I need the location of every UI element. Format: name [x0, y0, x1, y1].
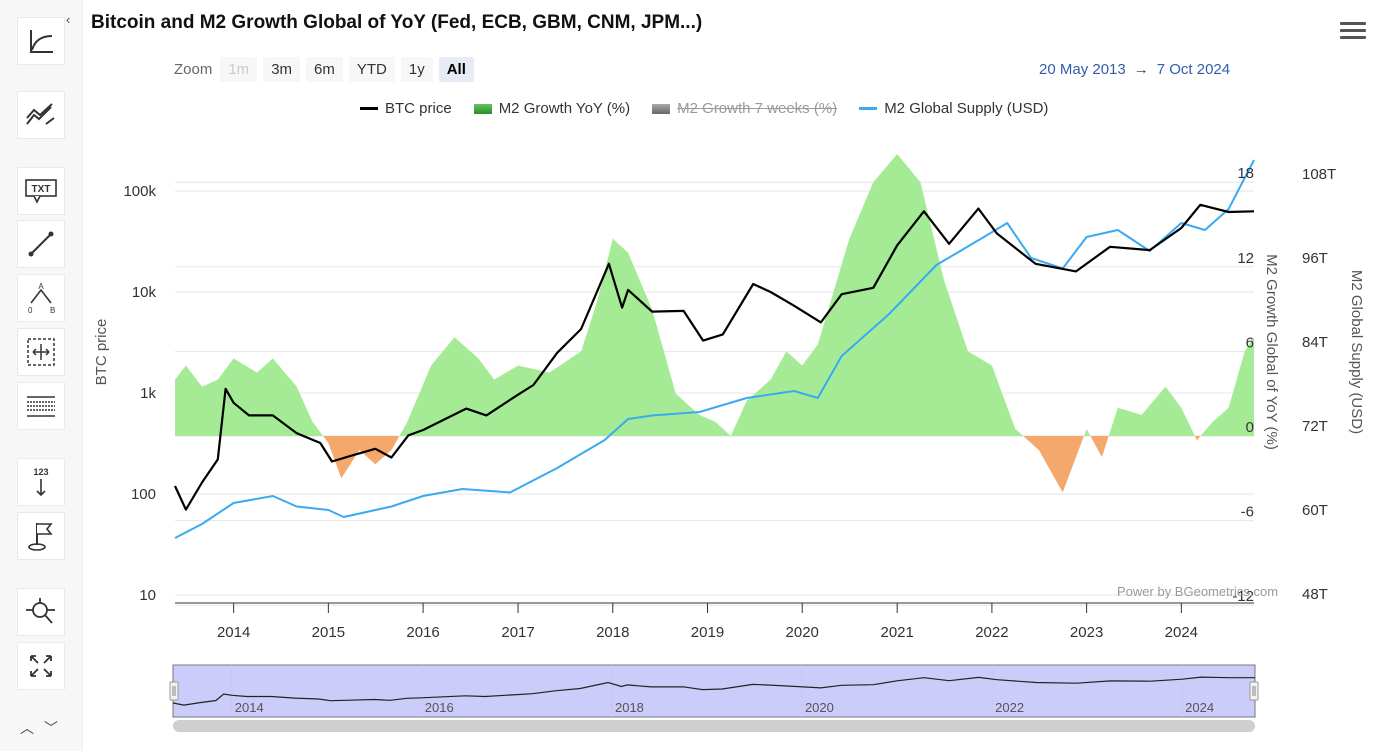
legend-label: BTC price: [385, 100, 452, 117]
m2-growth-area-positive: [175, 154, 1254, 436]
x-tick-label: 2015: [312, 624, 345, 641]
svg-text:TXT: TXT: [32, 184, 51, 195]
zoom-3m-button[interactable]: 3m: [263, 57, 301, 82]
legend-label: M2 Growth YoY (%): [498, 100, 631, 117]
collapse-sidebar-icon[interactable]: ‹: [66, 12, 71, 27]
zoom-label: Zoom: [174, 61, 213, 78]
x-tick-label: 2020: [786, 624, 819, 641]
navigator-right-handle[interactable]: [1249, 681, 1259, 701]
chart-type-icon[interactable]: [17, 17, 65, 65]
m2-supply-axis-tick-label: 48T: [1302, 586, 1328, 603]
navigator-tick-label: 2024: [1185, 700, 1214, 715]
btc-axis-tick-label: 1k: [140, 385, 156, 402]
x-tick-label: 2017: [501, 624, 534, 641]
legend-line-symbol: [859, 107, 878, 110]
range-from-input[interactable]: 20 May 2013: [1039, 61, 1126, 78]
scroll-tools-arrows[interactable]: ︿﹀: [20, 720, 68, 736]
zoom-tool-icon[interactable]: [17, 588, 65, 636]
navigator-tick-label: 2018: [615, 700, 644, 715]
zoom-ytd-button[interactable]: YTD: [348, 57, 395, 82]
svg-text:0: 0: [28, 306, 33, 315]
legend-label: M2 Growth 7 weeks (%): [677, 100, 838, 117]
navigator-scrollbar[interactable]: [173, 720, 1255, 732]
m2-growth-area-negative: [175, 436, 1254, 493]
navigator-tick-label: 2020: [805, 700, 834, 715]
m2-supply-axis-tick-label: 84T: [1302, 334, 1328, 351]
m2-growth-axis-tick-label: 12: [1237, 250, 1254, 267]
x-tick-label: 2014: [217, 624, 250, 641]
navigator-tick-label: 2014: [235, 700, 264, 715]
m2-supply-axis-tick-label: 60T: [1302, 502, 1328, 519]
zoom-selector: Zoom 1m 3m 6m YTD 1y All: [174, 57, 480, 82]
measure-icon[interactable]: [17, 328, 65, 376]
btc-axis-tick-label: 10: [139, 587, 156, 604]
legend-item-m2-growth-7-weeks[interactable]: M2 Growth 7 weeks (%): [652, 100, 837, 117]
navigator-tick-label: 2016: [425, 700, 454, 715]
m2-growth-axis-tick-label: 0: [1246, 419, 1254, 436]
line-draw-icon[interactable]: [17, 220, 65, 268]
credits-link[interactable]: Power by BGeometrics.com: [1117, 584, 1279, 599]
svg-text:B: B: [50, 306, 55, 315]
indicators-icon[interactable]: [17, 91, 65, 139]
x-tick-label: 2021: [881, 624, 914, 641]
navigator-tick-label: 2022: [995, 700, 1024, 715]
hamburger-menu-icon[interactable]: [1340, 22, 1366, 44]
m2-growth-axis-tick-label: 18: [1237, 165, 1254, 182]
legend-item-m2-growth-yoy[interactable]: M2 Growth YoY (%): [473, 100, 631, 117]
m2-supply-axis-tick-label: 108T: [1302, 166, 1336, 183]
legend-item-btc-price[interactable]: BTC price: [360, 100, 452, 117]
navigator-left-handle[interactable]: [169, 681, 179, 701]
legend-label: M2 Global Supply (USD): [884, 100, 1049, 117]
btc-axis-tick-label: 100: [131, 486, 156, 503]
btc-price-line: [174, 203, 1255, 511]
date-range: 20 May 2013 → 7 Oct 2024: [1039, 61, 1230, 78]
vertical-counter-icon[interactable]: 123: [17, 458, 65, 506]
m2-supply-axis-title: M2 Global Supply (USD): [1348, 270, 1365, 434]
x-tick-label: 2024: [1165, 624, 1198, 641]
zoom-all-button[interactable]: All: [438, 57, 474, 82]
zoom-6m-button[interactable]: 6m: [306, 57, 343, 82]
legend-line-symbol: [360, 107, 378, 110]
legend-area-symbol: [473, 103, 492, 114]
x-tick-label: 2016: [406, 624, 439, 641]
svg-text:A: A: [38, 282, 44, 291]
svg-text:123: 123: [33, 467, 48, 477]
fullscreen-icon[interactable]: [17, 642, 65, 690]
m2-growth-axis-tick-label: 6: [1246, 334, 1254, 351]
m2-supply-line: [174, 159, 1255, 539]
navigator-btc-line: [172, 676, 1255, 706]
zoom-1y-button[interactable]: 1y: [400, 57, 433, 82]
range-to-input[interactable]: 7 Oct 2024: [1156, 61, 1231, 78]
m2-growth-axis-tick-label: -6: [1241, 504, 1254, 521]
x-tick-label: 2018: [596, 624, 629, 641]
zoom-1m-button[interactable]: 1m: [220, 57, 258, 82]
legend-area-symbol: [652, 103, 671, 114]
chart-legend: BTC price M2 Growth YoY (%) M2 Growth 7 …: [360, 100, 1070, 117]
flag-icon[interactable]: [17, 512, 65, 560]
x-tick-label: 2023: [1070, 624, 1103, 641]
m2-growth-axis-title: M2 Growth Global of YoY (%): [1263, 254, 1280, 450]
navigator-window: [172, 664, 1256, 718]
btc-axis-title: BTC price: [93, 319, 110, 386]
m2-supply-axis-tick-label: 72T: [1302, 418, 1328, 435]
tool-sidebar: ‹ TXT A 0 B 123 ︿﹀: [0, 0, 83, 751]
btc-axis-tick-label: 100k: [123, 183, 156, 200]
horizontal-lines-icon[interactable]: [17, 382, 65, 430]
x-tick-label: 2022: [975, 624, 1008, 641]
chart-title: Bitcoin and M2 Growth Global of YoY (Fed…: [91, 12, 703, 33]
btc-axis-tick-label: 10k: [132, 284, 157, 301]
m2-supply-axis-tick-label: 96T: [1302, 250, 1328, 267]
x-tick-label: 2019: [691, 624, 724, 641]
text-annotation-icon[interactable]: TXT: [17, 167, 65, 215]
range-arrow: →: [1133, 61, 1149, 78]
fibonacci-icon[interactable]: A 0 B: [17, 274, 65, 322]
legend-item-m2-global-supply[interactable]: M2 Global Supply (USD): [859, 100, 1048, 117]
